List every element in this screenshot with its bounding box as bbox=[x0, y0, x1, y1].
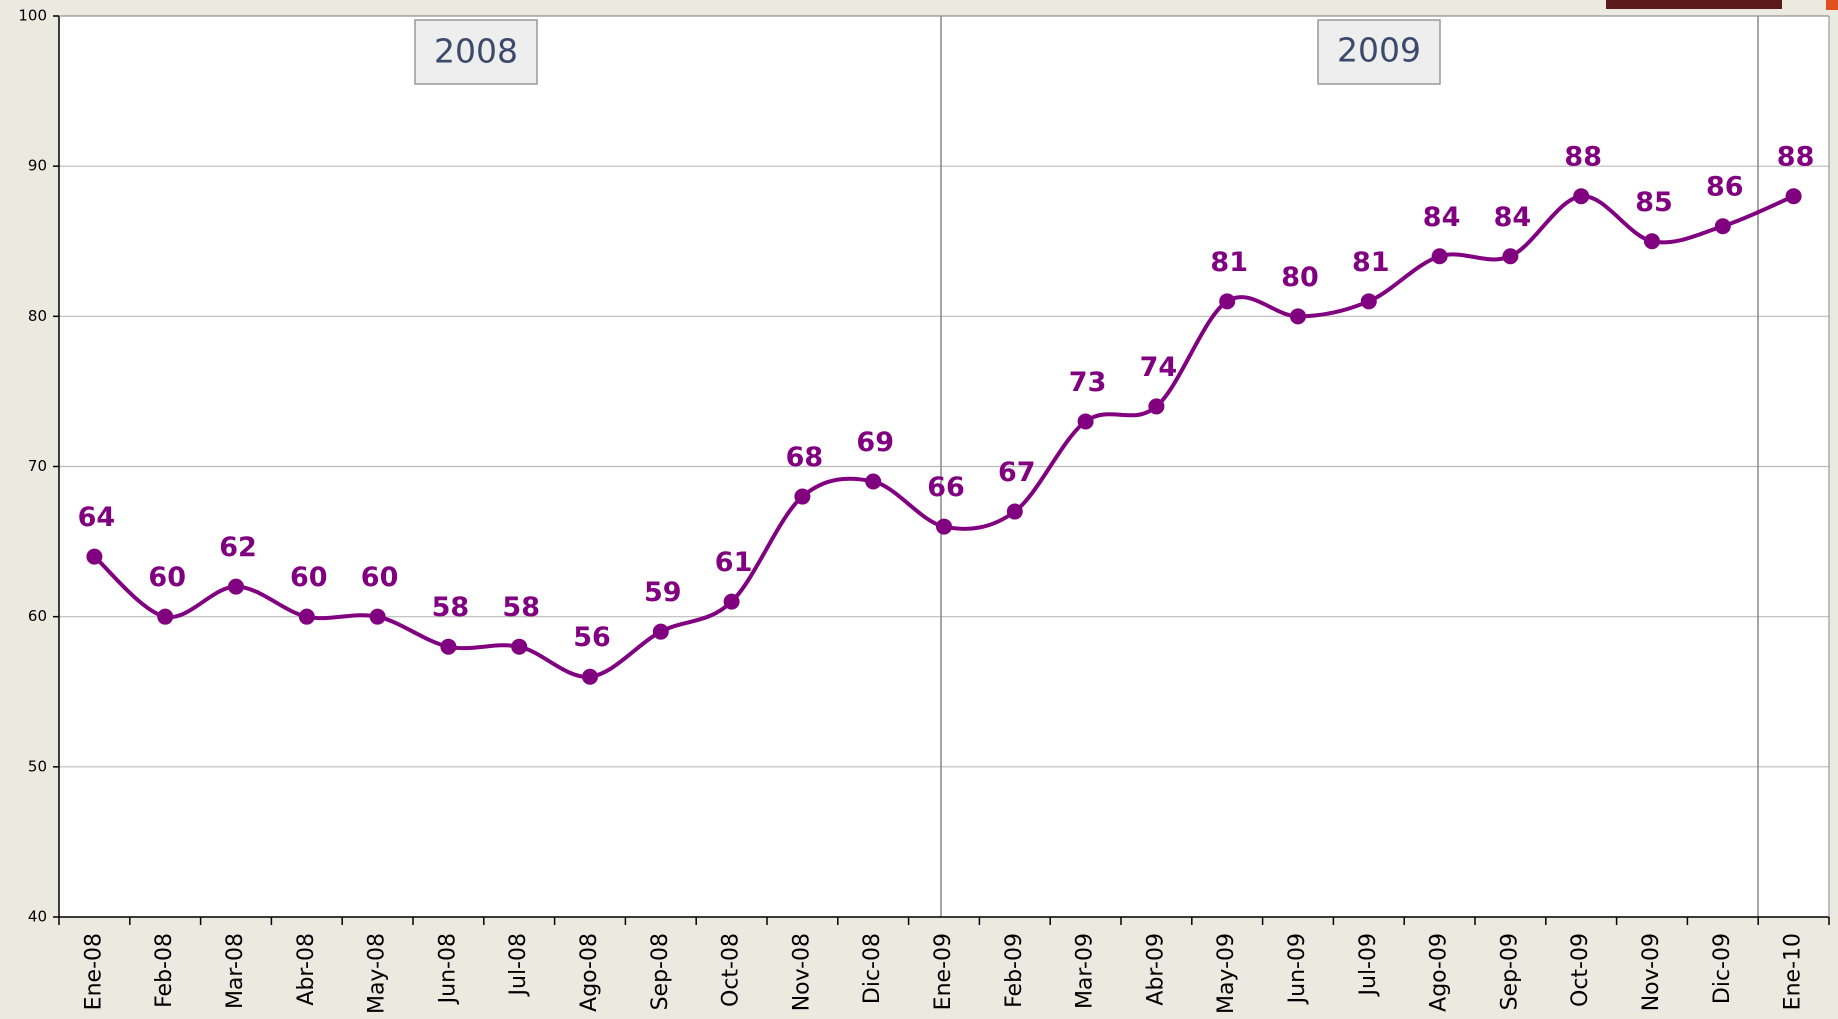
year-box bbox=[414, 19, 538, 85]
data-label: 58 bbox=[502, 592, 540, 623]
point bbox=[1077, 413, 1094, 430]
x-tick-label: Nov-09 bbox=[1639, 933, 1664, 1011]
data-label: 88 bbox=[1564, 142, 1602, 173]
point bbox=[1431, 248, 1448, 265]
point bbox=[511, 638, 528, 655]
data-label: 61 bbox=[715, 547, 753, 578]
data-label: 73 bbox=[1069, 367, 1107, 398]
corner-image bbox=[1826, 0, 1838, 10]
point bbox=[652, 623, 669, 640]
point bbox=[1644, 233, 1660, 250]
data-label: 60 bbox=[361, 562, 399, 593]
point bbox=[1219, 293, 1236, 310]
point bbox=[936, 518, 952, 535]
data-label: 81 bbox=[1210, 247, 1248, 278]
data-label: 84 bbox=[1423, 202, 1461, 233]
data-label: 58 bbox=[432, 592, 470, 623]
y-tick-label: 70 bbox=[28, 457, 47, 475]
data-label: 68 bbox=[786, 442, 824, 473]
data-label: 64 bbox=[78, 502, 116, 533]
x-tick-label: Ene-08 bbox=[81, 933, 106, 1010]
x-tick-label: Abr-09 bbox=[1143, 933, 1168, 1006]
point bbox=[440, 638, 457, 655]
x-tick-label: May-08 bbox=[365, 933, 390, 1014]
data-label: 62 bbox=[219, 532, 257, 563]
x-tick-label: Jun-09 bbox=[1285, 933, 1310, 1005]
x-tick-label: Ago-09 bbox=[1427, 933, 1452, 1012]
data-label: 56 bbox=[573, 622, 611, 653]
x-tick-label: Sep-09 bbox=[1497, 933, 1522, 1010]
y-tick-label: 100 bbox=[18, 7, 47, 25]
data-label: 66 bbox=[927, 472, 965, 503]
corner-image bbox=[1606, 0, 1782, 9]
y-tick-label: 40 bbox=[28, 908, 47, 926]
point bbox=[369, 608, 386, 625]
year-label: 2009 bbox=[1337, 31, 1421, 70]
year-label: 2008 bbox=[434, 32, 518, 71]
point bbox=[1502, 248, 1519, 265]
x-tick-label: Dic-09 bbox=[1710, 933, 1735, 1004]
point bbox=[1785, 188, 1802, 205]
point bbox=[1290, 308, 1306, 325]
y-tick-label: 50 bbox=[28, 757, 47, 775]
data-label: 81 bbox=[1352, 247, 1390, 278]
year-box bbox=[1317, 19, 1441, 85]
x-tick-label: Ene-10 bbox=[1781, 933, 1806, 1010]
point bbox=[228, 578, 244, 595]
point bbox=[86, 548, 103, 565]
x-tick-label: Jun-08 bbox=[435, 933, 460, 1005]
x-tick-label: Jul-09 bbox=[1356, 933, 1381, 997]
point bbox=[794, 488, 811, 505]
x-tick-label: Oct-09 bbox=[1568, 933, 1593, 1007]
x-tick-label: Dic-08 bbox=[860, 933, 885, 1004]
y-tick-label: 60 bbox=[28, 607, 47, 625]
data-label: 60 bbox=[290, 562, 328, 593]
data-label: 60 bbox=[148, 562, 186, 593]
x-tick-label: Ene-09 bbox=[931, 933, 956, 1010]
data-label: 74 bbox=[1140, 352, 1178, 383]
x-tick-label: Sep-08 bbox=[648, 933, 673, 1010]
x-tick-label: Feb-08 bbox=[152, 933, 177, 1008]
data-label: 69 bbox=[856, 427, 894, 458]
point bbox=[865, 473, 882, 490]
x-tick-label: Mar-09 bbox=[1073, 933, 1098, 1009]
x-tick-label: Nov-08 bbox=[789, 933, 814, 1011]
x-tick-label: May-09 bbox=[1214, 933, 1239, 1014]
x-tick-label: Oct-08 bbox=[719, 933, 744, 1007]
x-tick-label: Mar-08 bbox=[223, 933, 248, 1009]
point bbox=[1573, 188, 1590, 205]
data-label: 88 bbox=[1777, 142, 1815, 173]
x-tick-label: Jul-08 bbox=[506, 933, 531, 997]
data-label: 84 bbox=[1494, 202, 1532, 233]
data-label: 85 bbox=[1635, 187, 1673, 218]
point bbox=[1006, 503, 1023, 520]
point bbox=[157, 608, 174, 625]
data-label: 67 bbox=[998, 457, 1036, 488]
data-label: 80 bbox=[1281, 262, 1319, 293]
x-tick-label: Abr-08 bbox=[294, 933, 319, 1006]
data-label: 59 bbox=[644, 577, 682, 608]
point bbox=[298, 608, 315, 625]
point bbox=[723, 593, 740, 610]
point bbox=[1360, 293, 1377, 310]
point bbox=[1148, 398, 1165, 415]
y-tick-label: 80 bbox=[28, 307, 47, 325]
x-tick-label: Feb-09 bbox=[1002, 933, 1027, 1008]
y-tick-label: 90 bbox=[28, 157, 47, 175]
data-label: 86 bbox=[1706, 172, 1744, 203]
point bbox=[1714, 218, 1731, 235]
x-tick-label: Ago-08 bbox=[577, 933, 602, 1012]
point bbox=[582, 668, 598, 685]
